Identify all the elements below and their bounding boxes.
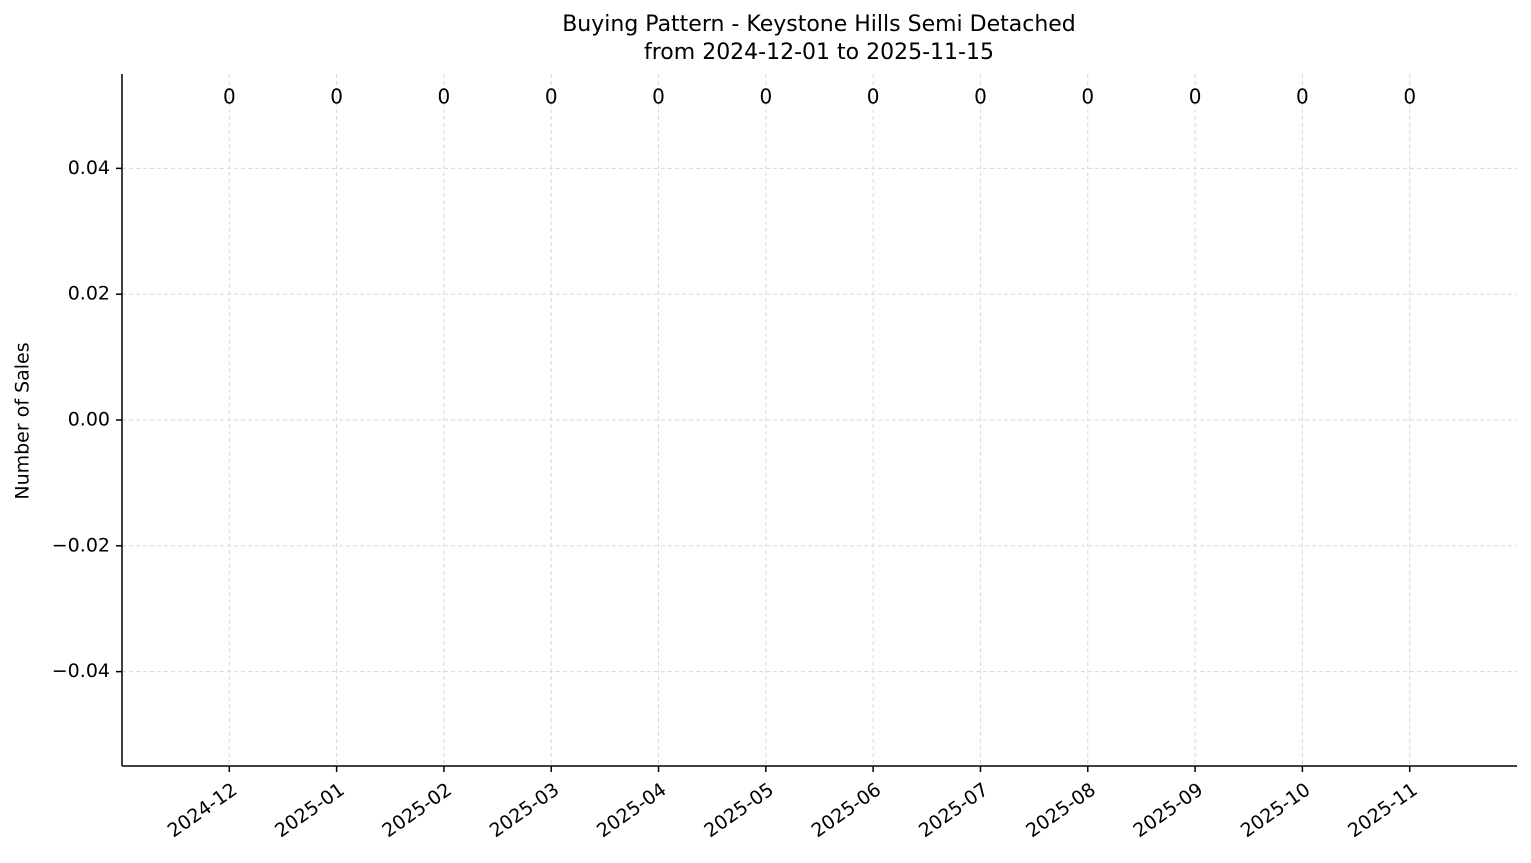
x-tick-label: 2025-07 — [915, 779, 993, 843]
value-label: 0 — [759, 85, 772, 109]
value-label: 0 — [1403, 85, 1416, 109]
value-label: 0 — [330, 85, 343, 109]
chart-title: Buying Pattern - Keystone Hills Semi Det… — [562, 12, 1076, 37]
value-label: 0 — [974, 85, 987, 109]
x-tick-label: 2025-01 — [271, 779, 349, 843]
value-label: 0 — [545, 85, 558, 109]
y-tick-label: 0.00 — [68, 409, 110, 431]
x-tick-label: 2025-02 — [378, 779, 456, 843]
y-tick-label: 0.02 — [68, 283, 110, 305]
x-tick-label: 2025-05 — [700, 779, 778, 843]
y-tick-label: 0.04 — [68, 157, 110, 179]
x-tick-label: 2025-04 — [593, 779, 671, 843]
x-tick-label: 2025-10 — [1237, 779, 1315, 843]
value-label: 0 — [438, 85, 451, 109]
y-tick-label: −0.02 — [52, 534, 110, 556]
x-tick-label: 2025-08 — [1022, 779, 1100, 843]
x-tick-label: 2025-09 — [1129, 779, 1207, 843]
x-tick-label: 2025-11 — [1344, 779, 1422, 843]
x-tick-label: 2025-03 — [486, 779, 564, 843]
value-label: 0 — [867, 85, 880, 109]
value-label: 0 — [652, 85, 665, 109]
y-tick-label: −0.04 — [52, 660, 110, 682]
x-tick-label: 2025-06 — [808, 779, 886, 843]
chart-subtitle: from 2024-12-01 to 2025-11-15 — [644, 40, 994, 65]
x-tick-label: 2024-12 — [164, 779, 242, 843]
value-label: 0 — [1081, 85, 1094, 109]
value-label: 0 — [223, 85, 236, 109]
value-label: 0 — [1189, 85, 1202, 109]
value-label: 0 — [1296, 85, 1309, 109]
y-axis-label: Number of Sales — [12, 342, 34, 499]
